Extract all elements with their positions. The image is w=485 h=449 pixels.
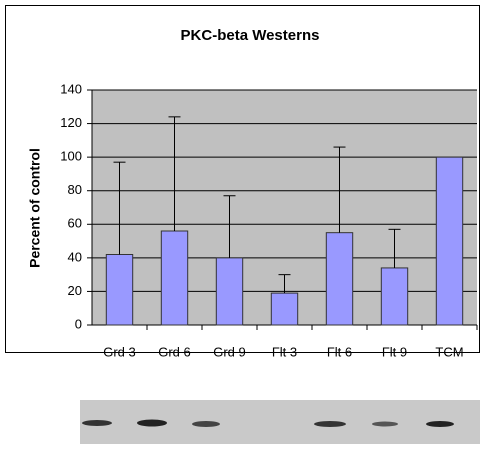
chart-title: PKC-beta Westerns <box>181 27 320 44</box>
y-tick-label: 40 <box>68 249 82 264</box>
y-tick-label: 120 <box>60 115 82 130</box>
y-tick-label: 140 <box>60 81 82 96</box>
x-tick-label: Grd 6 <box>158 344 191 359</box>
y-tick-label: 60 <box>68 216 82 231</box>
western-blot <box>80 400 480 444</box>
y-tick-label: 0 <box>75 316 82 331</box>
bar <box>326 233 352 325</box>
bar <box>271 293 297 325</box>
y-tick-label: 80 <box>68 182 82 197</box>
x-tick-label: TCM <box>435 344 463 359</box>
chart: PKC-beta Westerns Percent of control 0 20… <box>0 0 485 444</box>
bar <box>381 268 407 325</box>
page: PKC-beta Westerns Percent of control 0 20… <box>0 0 485 444</box>
bar <box>161 231 187 325</box>
y-tick-label: 20 <box>68 283 82 298</box>
y-tick-label: 100 <box>60 149 82 164</box>
y-axis-title: Percent of control <box>27 148 43 268</box>
bar <box>216 258 242 325</box>
bar <box>106 255 132 326</box>
bar <box>436 157 462 325</box>
x-tick-label: Grd 9 <box>213 344 246 359</box>
x-tick-label: Flt 9 <box>382 344 407 359</box>
x-tick-label: Flt 3 <box>272 344 297 359</box>
x-tick-label: Flt 6 <box>327 344 352 359</box>
x-tick-label: Grd 3 <box>103 344 136 359</box>
